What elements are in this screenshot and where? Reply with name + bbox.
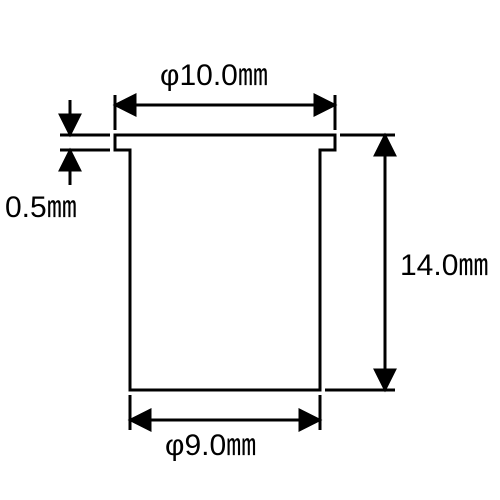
label-height: 14.0㎜ (400, 249, 488, 282)
dim-height (325, 135, 395, 390)
label-top-diameter: φ10.0㎜ (160, 59, 268, 92)
label-bottom-diameter: φ9.0㎜ (165, 429, 256, 462)
dim-flange-thickness (60, 100, 110, 185)
dim-bottom-diameter (130, 395, 320, 430)
label-flange-thickness: 0.5㎜ (5, 191, 77, 224)
dim-top-diameter (115, 95, 335, 130)
part-outline (115, 135, 335, 390)
